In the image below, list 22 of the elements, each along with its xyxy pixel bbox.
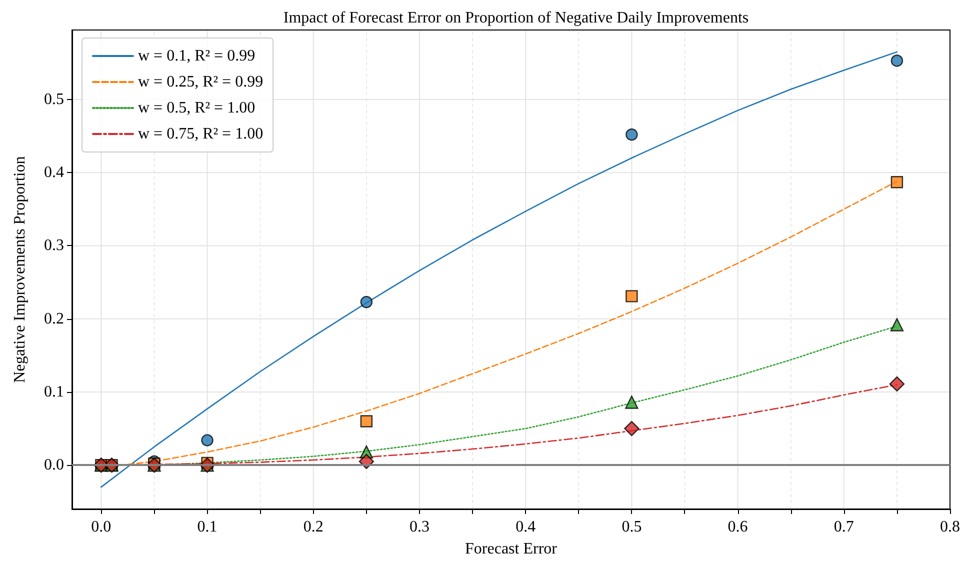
- x-tick-label: 0.3: [409, 518, 430, 536]
- legend-label: w = 0.25, R² = 0.99: [138, 74, 264, 90]
- y-tick-label: 0.1: [44, 383, 64, 400]
- legend-label: w = 0.75, R² = 1.00: [138, 126, 264, 142]
- x-tick-label: 0.0: [91, 518, 112, 536]
- legend-label: w = 0.5, R² = 1.00: [138, 100, 256, 116]
- y-axis-title: Negative Improvements Proportion: [12, 156, 28, 383]
- x-tick-label: 0.7: [834, 518, 854, 536]
- y-tick-label: 0.0: [44, 456, 64, 474]
- x-tick-label: 0.8: [940, 518, 960, 536]
- x-tick-label: 0.4: [516, 518, 536, 536]
- y-tick-label: 0.2: [44, 310, 64, 328]
- x-tick-label: 0.1: [197, 518, 218, 536]
- legend-label: w = 0.1, R² = 0.99: [138, 48, 256, 64]
- chart-title: Impact of Forecast Error on Proportion of Negative Daily Improvements: [283, 10, 749, 26]
- y-tick-label: 0.4: [44, 164, 64, 182]
- x-tick-label: 0.6: [728, 518, 748, 536]
- y-tick-label: 0.5: [44, 90, 64, 108]
- y-tick-label: 0.3: [44, 237, 64, 254]
- x-axis-title: Forecast Error: [465, 540, 558, 558]
- x-tick-label: 0.2: [303, 518, 324, 536]
- x-tick-label: 0.5: [622, 518, 642, 536]
